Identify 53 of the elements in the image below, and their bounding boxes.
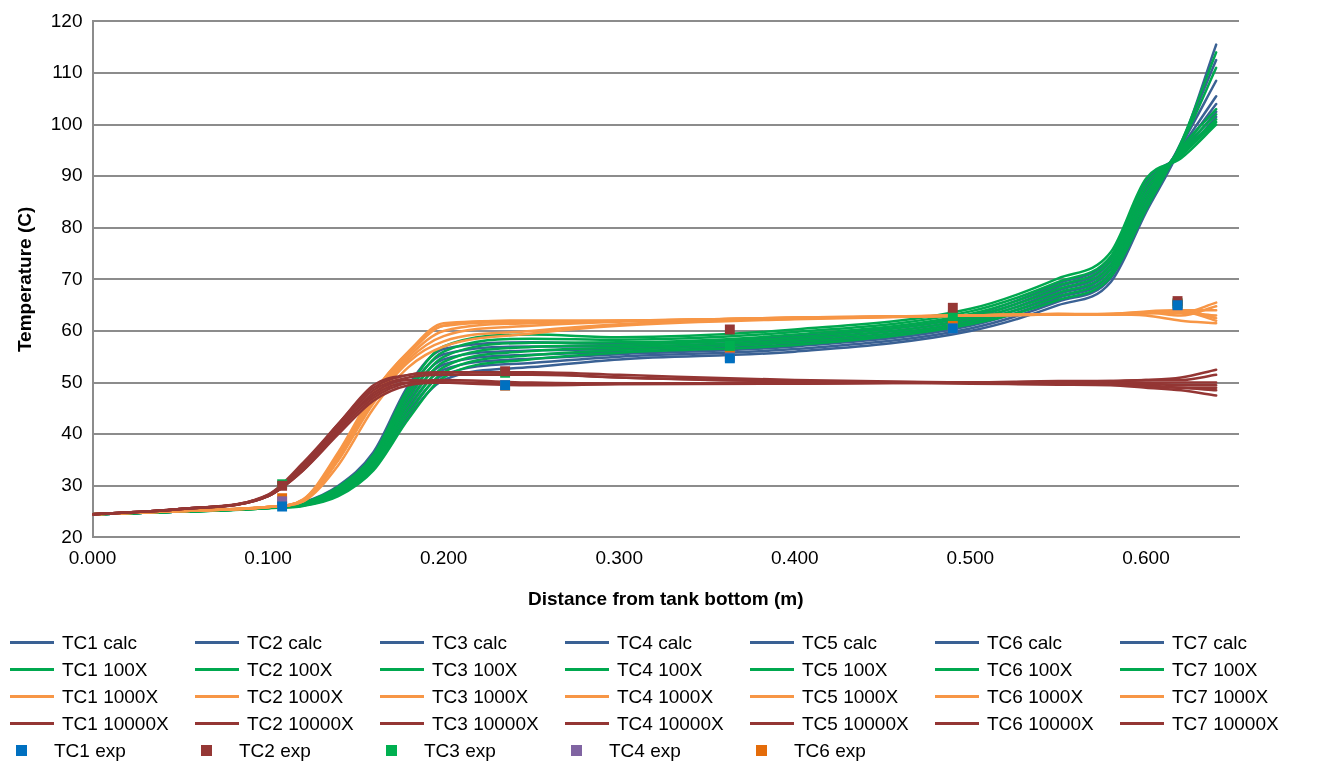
legend-label: TC1 100X bbox=[62, 658, 148, 681]
legend-label: TC2 1000X bbox=[247, 685, 344, 708]
legend-label: TC1 10000X bbox=[62, 712, 169, 735]
legend-label: TC5 10000X bbox=[802, 712, 909, 735]
legend-label: TC3 exp bbox=[424, 739, 496, 762]
legend-label: TC4 100X bbox=[617, 658, 703, 681]
y-tick-label: 20 bbox=[61, 525, 83, 547]
y-tick-label: 100 bbox=[50, 112, 83, 134]
x-tick-label: 0.300 bbox=[595, 547, 643, 569]
legend-label: TC6 10000X bbox=[987, 712, 1094, 735]
legend-label: TC3 calc bbox=[432, 631, 507, 654]
y-tick-label: 50 bbox=[61, 370, 83, 392]
legend-label: TC5 100X bbox=[802, 658, 888, 681]
legend-label: TC7 calc bbox=[1172, 631, 1247, 654]
legend-label: TC7 1000X bbox=[1172, 685, 1269, 708]
legend-label: TC3 100X bbox=[432, 658, 518, 681]
legend-label: TC7 100X bbox=[1172, 658, 1258, 681]
legend-label: TC2 10000X bbox=[247, 712, 354, 735]
legend-label: TC4 1000X bbox=[617, 685, 714, 708]
legend-label: TC4 10000X bbox=[617, 712, 724, 735]
legend-label: TC7 10000X bbox=[1172, 712, 1279, 735]
legend-label: TC3 1000X bbox=[432, 685, 529, 708]
legend-label: TC4 calc bbox=[617, 631, 692, 654]
legend-label: TC4 exp bbox=[609, 739, 681, 762]
x-tick-label: 0.100 bbox=[244, 547, 292, 569]
legend-label: TC6 100X bbox=[987, 658, 1073, 681]
legend-label: TC1 calc bbox=[62, 631, 137, 654]
x-tick-label: 0.600 bbox=[1122, 547, 1170, 569]
y-axis-title: Temperature (C) bbox=[13, 206, 35, 353]
legend-label: TC6 exp bbox=[794, 739, 866, 762]
y-tick-label: 40 bbox=[61, 422, 83, 444]
y-tick-label: 120 bbox=[50, 9, 83, 31]
y-tick-label: 30 bbox=[61, 474, 83, 496]
legend-label: TC5 1000X bbox=[802, 685, 899, 708]
x-tick-label: 0.000 bbox=[68, 547, 117, 569]
legend-label: TC2 calc bbox=[247, 631, 322, 654]
y-tick-label: 80 bbox=[61, 216, 83, 238]
y-tick-label: 110 bbox=[52, 61, 83, 83]
legend-label: TC6 1000X bbox=[987, 685, 1084, 708]
x-axis-title: Distance from tank bottom (m) bbox=[527, 587, 804, 609]
legend-label: TC6 calc bbox=[987, 631, 1062, 654]
legend-label: TC5 calc bbox=[802, 631, 877, 654]
legend-label: TC1 1000X bbox=[62, 685, 159, 708]
y-tick-label: 70 bbox=[61, 267, 83, 289]
legend-label: TC2 100X bbox=[247, 658, 333, 681]
y-tick-label: 90 bbox=[61, 164, 83, 186]
legend-label: TC2 exp bbox=[239, 739, 311, 762]
x-tick-label: 0.500 bbox=[946, 547, 995, 569]
legend-label: TC3 10000X bbox=[432, 712, 539, 735]
legend-label: TC1 exp bbox=[54, 739, 126, 762]
x-tick-label: 0.400 bbox=[771, 547, 819, 569]
y-tick-label: 60 bbox=[61, 319, 83, 341]
x-tick-label: 0.200 bbox=[419, 547, 468, 569]
